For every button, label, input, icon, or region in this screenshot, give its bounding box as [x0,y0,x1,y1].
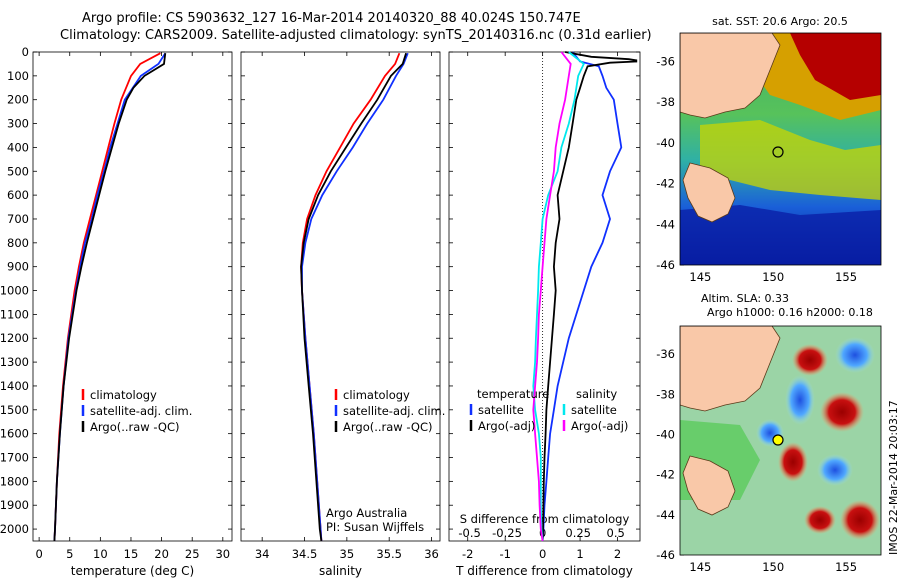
salinity-x-axis-label: salinity [319,564,362,578]
differences-x-tick-label: 0 [539,547,546,561]
figure-title-line-1: Argo profile: CS 5903632_127 16-Mar-2014… [82,11,581,26]
depth-tick-label: 900 [7,260,29,274]
map_sst-lat-tick-label: -40 [656,136,675,150]
temperature-x-tick-label: 15 [124,547,139,561]
legend-heading-salinity: salinity [576,387,617,401]
differences-legend-entry: satellite [571,403,617,417]
depth-tick-label: 1600 [0,427,29,441]
differences-x-tick-label: 1 [576,547,583,561]
argo-australia-label: Argo Australia [326,506,407,520]
differences-legend-entry: Argo(-adj) [571,419,628,433]
depth-tick-label: 1800 [0,474,29,488]
figure-title-line-2: Climatology: CARS2009. Satellite-adjuste… [60,28,652,43]
salinity-x-tick-label: 34.5 [292,547,318,561]
sla-map [679,325,882,556]
salinity-x-tick-label: 35 [340,547,355,561]
s-difference-tick-label: -0.25 [492,526,522,540]
s-difference-tick-label: 0.25 [565,526,591,540]
depth-tick-label: 1700 [0,451,29,465]
differences-legend-entry: satellite [478,403,524,417]
salinity-x-tick-label: 35.5 [376,547,402,561]
temperature-x-tick-label: 10 [93,547,108,561]
depth-tick-label: 400 [7,140,29,154]
salinity-legend-entry: satellite-adj. clim. [343,404,445,418]
salinity-x-tick-label: 34 [255,547,270,561]
sst-map [679,32,882,266]
differences-x-tick-label: -2 [462,547,473,561]
map_sst-lat-tick-label: -46 [656,258,675,272]
map_sla-lon-tick-label: 150 [762,560,784,574]
salinity-legend-entry: climatology [343,388,410,402]
temperature-x-tick-label: 20 [154,547,169,561]
salinity-panel-frame [240,51,441,542]
map_sst-lon-tick-label: 155 [835,270,857,284]
temperature-x-axis-label: temperature (deg C) [71,564,194,578]
map_sst-lat-tick-label: -44 [656,217,675,231]
map_sst-lat-tick-label: -42 [656,177,675,191]
map_sla-lon-tick-label: 145 [689,560,711,574]
temperature-panel-frame [32,51,233,542]
temperature-x-tick-label: 0 [35,547,42,561]
differences-x-tick-label: 2 [614,547,621,561]
sla-map-title-line-1: Altim. SLA: 0.33 [701,292,789,305]
s-difference-tick-label: -0.5 [458,526,480,540]
map_sla-lat-tick-label: -44 [656,508,675,522]
depth-tick-label: 1000 [0,284,29,298]
map_sst-lon-tick-label: 145 [689,270,711,284]
depth-tick-label: 100 [7,69,29,83]
depth-tick-label: 1400 [0,379,29,393]
temperature-series-line [53,53,167,542]
differences-legend-entry: Argo(-adj) [478,419,535,433]
depth-tick-label: 1500 [0,403,29,417]
pi-label: PI: Susan Wijffels [326,520,424,534]
map_sla-lon-tick-label: 155 [835,560,857,574]
temperature-legend-entry: climatology [90,388,157,402]
map_sst-lat-tick-label: -36 [656,54,675,68]
depth-tick-label: 1200 [0,331,29,345]
temperature-legend-entry: satellite-adj. clim. [90,404,192,418]
differences-series-line [532,51,572,542]
depth-tick-label: 2000 [0,522,29,536]
salinity-x-tick-label: 36 [424,547,439,561]
sst-map-title: sat. SST: 20.6 Argo: 20.5 [712,15,848,28]
depth-tick-label: 700 [7,212,29,226]
depth-tick-label: 300 [7,117,29,131]
differences-x-axis-label: T difference from climatology [455,564,633,578]
map_sla-lat-tick-label: -36 [656,347,675,361]
map_sla-lat-tick-label: -46 [656,548,675,562]
argo-position-marker-sla [772,434,784,446]
depth-tick-label: 1100 [0,307,29,321]
depth-tick-label: 600 [7,188,29,202]
argo-position-marker [772,146,784,158]
temperature-legend-entry: Argo(..raw -QC) [90,420,180,434]
map_sst-lat-tick-label: -38 [656,95,675,109]
map_sst-lon-tick-label: 150 [762,270,784,284]
depth-tick-label: 1900 [0,498,29,512]
temperature-x-tick-label: 25 [185,547,200,561]
salinity-series-line [300,52,407,542]
temperature-x-tick-label: 5 [66,547,73,561]
map_sla-lat-tick-label: -40 [656,427,675,441]
salinity-legend-entry: Argo(..raw -QC) [343,420,433,434]
depth-tick-label: 800 [7,236,29,250]
map_sla-lat-tick-label: -38 [656,387,675,401]
map_sla-lat-tick-label: -42 [656,468,675,482]
legend-heading-temperature: temperature [477,387,549,401]
sla-map-title-line-2: Argo h1000: 0.16 h2000: 0.18 [707,306,873,319]
depth-tick-label: 0 [22,45,29,59]
differences-series-line [541,51,623,542]
differences-series-line [532,51,585,542]
depth-tick-label: 1300 [0,355,29,369]
depth-tick-label: 500 [7,164,29,178]
temperature-x-tick-label: 30 [215,547,230,561]
differences-series-line [541,51,638,542]
s-difference-tick-label: 0.5 [607,526,625,540]
differences-x-tick-label: -1 [499,547,510,561]
depth-tick-label: 200 [7,93,29,107]
